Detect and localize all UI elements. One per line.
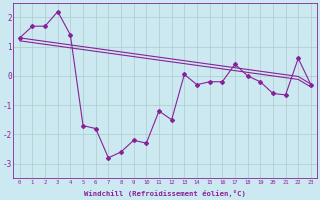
X-axis label: Windchill (Refroidissement éolien,°C): Windchill (Refroidissement éolien,°C) bbox=[84, 190, 246, 197]
